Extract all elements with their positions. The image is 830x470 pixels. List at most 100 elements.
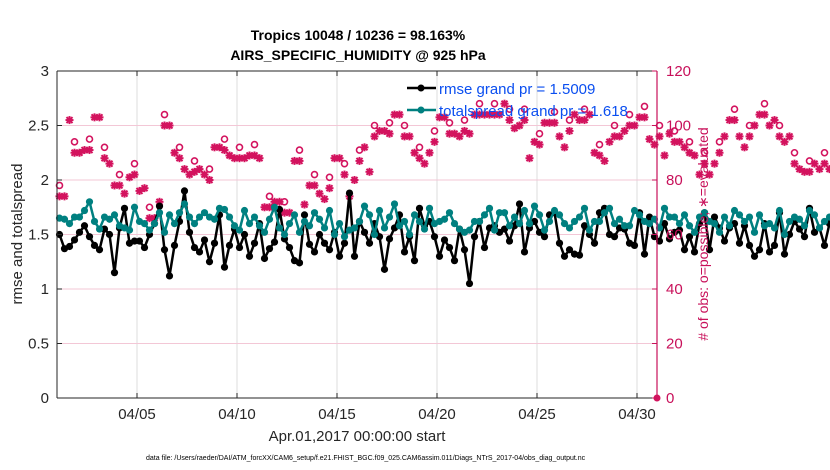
totalspread-point <box>175 209 184 217</box>
obs-evaluated-marker <box>780 137 789 146</box>
totalspread-point <box>75 213 84 221</box>
y2-tick-label: 20 <box>666 336 683 353</box>
x-tick-labels: 04/05 04/10 04/15 04/20 04/25 04/30 <box>118 406 656 423</box>
obs-evaluated-marker <box>705 170 714 179</box>
totalspread-point <box>765 220 774 228</box>
title-line-1: Tropics 10048 / 10236 = 98.163% <box>251 27 466 43</box>
rmse-point <box>765 248 774 256</box>
totalspread-point <box>660 204 669 212</box>
totalspread-point <box>235 226 244 234</box>
obs-possible-marker <box>700 148 709 157</box>
obs-evaluated-marker <box>515 121 524 130</box>
totalspread-point <box>350 224 359 232</box>
series-rmse <box>55 187 830 288</box>
rmse-point <box>820 241 829 249</box>
totalspread-point <box>60 215 69 223</box>
rmse-point <box>385 235 394 243</box>
rmse-point <box>70 236 79 244</box>
obs-possible-marker <box>115 170 124 179</box>
rmse-point <box>190 243 199 252</box>
totalspread-point <box>535 211 544 219</box>
obs-possible-marker <box>580 105 589 113</box>
obs-evaluated-marker <box>815 165 824 174</box>
totalspread-point <box>425 204 434 212</box>
obs-evaluated-marker <box>700 159 709 168</box>
obs-possible-marker <box>670 127 679 135</box>
totalspread-point <box>125 226 134 234</box>
obs-possible-marker <box>775 121 784 130</box>
totalspread-point <box>365 211 374 219</box>
totalspread-point <box>645 220 654 228</box>
obs-evaluated-marker <box>200 170 209 179</box>
obs-evaluated-marker <box>735 132 744 141</box>
totalspread-point <box>105 215 114 223</box>
rmse-point <box>295 259 304 267</box>
totalspread-point <box>740 217 749 226</box>
totalspread-point <box>445 209 454 217</box>
totalspread-point <box>825 213 830 221</box>
totalspread-point <box>820 217 829 226</box>
rmse-point <box>305 240 314 248</box>
rmse-point <box>540 233 549 241</box>
totalspread-point <box>405 230 414 239</box>
totalspread-point <box>595 217 604 226</box>
totalspread-point <box>480 211 489 219</box>
rmse-point <box>140 243 149 252</box>
obs-evaluated-marker <box>495 110 504 119</box>
y2-tick-label: 80 <box>666 172 683 189</box>
rmse-point <box>410 257 419 265</box>
rmse-point <box>340 239 349 247</box>
totalspread-point <box>700 209 709 217</box>
obs-evaluated-marker <box>195 165 204 174</box>
rmse-point <box>315 230 324 239</box>
rmse-point <box>135 237 144 245</box>
obs-evaluated-marker <box>520 116 529 125</box>
totalspread-point <box>310 209 319 217</box>
totalspread-point <box>395 222 404 230</box>
totalspread-point <box>775 206 784 215</box>
obs-possible-marker <box>790 148 799 157</box>
obs-possible-marker <box>250 140 259 149</box>
totalspread-point <box>550 206 559 215</box>
totalspread-point <box>685 222 694 230</box>
totalspread-point <box>485 204 494 212</box>
totalspread-point <box>675 220 684 228</box>
rmse-point <box>335 252 344 260</box>
rmse-point <box>660 220 669 228</box>
rmse-point <box>460 246 469 254</box>
rmse-point <box>265 245 274 253</box>
totalspread-point <box>580 204 589 212</box>
obs-possible-marker <box>130 159 139 168</box>
rmse-point <box>750 252 759 260</box>
totalspread-point <box>290 211 299 219</box>
rmse-point <box>95 246 104 254</box>
totalspread-point <box>280 230 289 239</box>
obs-possible-marker <box>295 146 304 154</box>
totalspread-point <box>815 224 824 232</box>
totalspread-point <box>85 198 94 206</box>
totalspread-point <box>635 211 644 219</box>
rmse-point <box>200 236 209 244</box>
obs-evaluated-marker <box>750 121 759 130</box>
totalspread-point <box>265 215 274 223</box>
obs-evaluated-marker <box>790 159 799 168</box>
obs-evaluated-marker <box>440 113 449 122</box>
totalspread-point <box>755 211 764 219</box>
rmse-point <box>800 233 809 241</box>
rmse-point <box>430 233 439 241</box>
totalspread-point <box>70 213 79 221</box>
totalspread-point <box>670 213 679 221</box>
obs-evaluated-marker <box>410 148 419 157</box>
obs-evaluated-marker <box>785 132 794 141</box>
obs-evaluated-marker <box>560 143 569 152</box>
obs-evaluated-marker <box>585 110 594 119</box>
totalspread-point <box>140 220 149 228</box>
obs-evaluated-marker <box>295 156 304 165</box>
totalspread-point <box>680 211 689 219</box>
totalspread-point <box>195 213 204 221</box>
rmse-point <box>590 239 599 247</box>
rmse-point <box>350 252 359 260</box>
rmse-point <box>270 238 279 246</box>
x-tick-label: 04/20 <box>418 406 456 423</box>
totalspread-point <box>530 202 539 210</box>
